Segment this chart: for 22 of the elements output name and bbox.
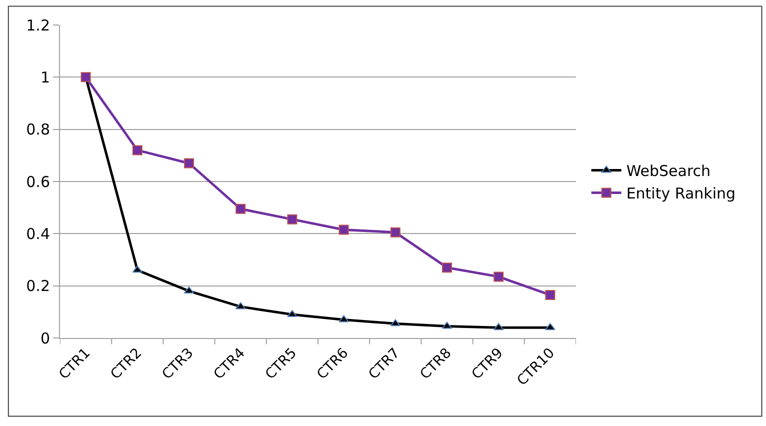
y-tick-label: 0.6 [26, 172, 50, 191]
legend-label: Entity Ranking [626, 184, 736, 203]
y-tick-label: 1.2 [26, 16, 50, 34]
point [442, 262, 452, 273]
y-tick-label: 1 [40, 68, 50, 86]
point [287, 310, 298, 318]
point [338, 224, 349, 235]
point [236, 204, 246, 214]
y-tick-label: 0.8 [26, 120, 50, 139]
point [545, 290, 556, 300]
legend-label: WebSearch [626, 162, 711, 180]
y-tick-label: 0.2 [26, 277, 50, 296]
point [390, 227, 400, 238]
point [494, 272, 504, 282]
point [287, 214, 298, 224]
point [338, 315, 349, 322]
point [184, 158, 194, 168]
y-tick-label: 0 [40, 329, 50, 348]
point [80, 72, 91, 82]
y-tick-label: 0.4 [26, 224, 50, 243]
point [132, 145, 142, 156]
point [545, 323, 556, 330]
